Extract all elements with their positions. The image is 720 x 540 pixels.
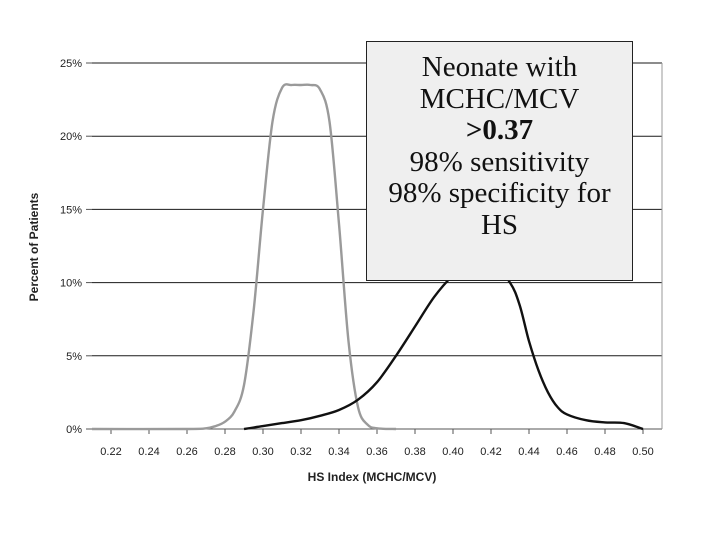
x-tick-label: 0.36 [366, 446, 387, 458]
y-axis-label: Percent of Patients [27, 192, 41, 301]
callout-line-3: >0.37 [465, 114, 534, 146]
series-line-2 [243, 257, 644, 431]
x-tick-label: 0.24 [138, 446, 159, 458]
callout-line-4: 98% sensitivity [409, 145, 590, 178]
y-tick-label: 20% [60, 131, 82, 143]
y-tick-label: 15% [60, 204, 82, 216]
y-tick-label: 0% [66, 424, 82, 436]
x-tick-label: 0.28 [214, 446, 235, 458]
x-axis-label: HS Index (MCHC/MCV) [308, 470, 437, 484]
x-tick-label: 0.42 [480, 446, 501, 458]
x-tick-label: 0.26 [176, 446, 197, 458]
x-axis: 0.22 0.24 0.26 0.28 0.30 0.32 0.34 0.36 0.38 0.40… [100, 429, 654, 458]
x-tick-label: 0.50 [632, 446, 653, 458]
callout-line-5: 98% specificity for [388, 177, 611, 209]
x-tick-label: 0.48 [594, 446, 615, 458]
y-tick-label: 25% [60, 58, 82, 70]
x-tick-label: 0.32 [290, 446, 311, 458]
x-tick-label: 0.22 [100, 446, 121, 458]
x-tick-label: 0.30 [252, 446, 273, 458]
series-line-1 [91, 83, 397, 431]
x-tick-label: 0.34 [328, 446, 349, 458]
callout-line-6: HS [480, 208, 519, 241]
y-axis: 0% 5% 10% 15% 20% 25% [60, 58, 92, 436]
callout-line-2: MCHC/MCV [419, 82, 580, 115]
callout-line-1: Neonate with [421, 51, 578, 83]
x-tick-label: 0.46 [556, 446, 577, 458]
x-tick-label: 0.44 [518, 446, 539, 458]
x-tick-label: 0.38 [404, 446, 425, 458]
y-tick-label: 5% [66, 351, 82, 363]
annotation-callout: Neonate with MCHC/MCV >0.37 98% sensitiv… [366, 41, 633, 281]
y-tick-label: 10% [60, 278, 82, 290]
x-tick-label: 0.40 [442, 446, 463, 458]
